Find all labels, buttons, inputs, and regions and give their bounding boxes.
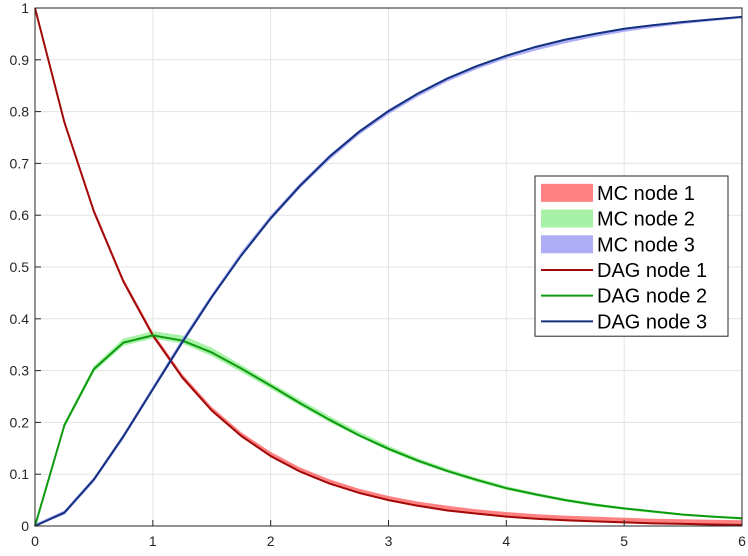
y-tick-label: 0.9: [10, 52, 30, 68]
legend: MC node 1 MC node 2 MC node 3 DAG node 1 DAG…: [534, 175, 729, 337]
x-tick-label: 1: [149, 533, 157, 549]
x-tick-label: 0: [31, 533, 39, 549]
y-tick-label: 0.3: [10, 363, 30, 379]
line-dag-node-3: [34, 15, 743, 527]
x-tick-label: 6: [738, 533, 746, 549]
y-tick-label: 0.6: [10, 207, 30, 223]
y-tick-label: 0: [21, 518, 29, 534]
line-dag-node-2: [34, 334, 743, 527]
legend-label: DAG node 2: [597, 286, 707, 308]
legend-swatch: [541, 209, 593, 228]
y-tick-label: 0.1: [10, 466, 30, 482]
x-tick-label: 5: [620, 533, 628, 549]
legend-label: DAG node 3: [597, 311, 707, 333]
legend-label: MC node 1: [597, 183, 695, 205]
legend-label: DAG node 1: [597, 260, 707, 282]
y-tick-label: 0.8: [10, 104, 30, 120]
y-tick-label: 1: [21, 0, 29, 16]
legend-box: [534, 175, 729, 337]
y-tick-label: 0.4: [10, 311, 30, 327]
legend-label: MC node 3: [597, 234, 695, 256]
axis-ticks: 0 1 2 3 4 5 6 0 0.1 0.2 0.3 0.4 0.5 0.6 0.7 0.8 0.9 1: [10, 0, 747, 549]
legend-swatch: [541, 235, 593, 254]
y-tick-label: 0.2: [10, 414, 30, 430]
legend-swatch: [541, 183, 593, 202]
x-tick-label: 3: [385, 533, 393, 549]
y-tick-label: 0.5: [10, 259, 30, 275]
x-tick-label: 4: [502, 533, 510, 549]
x-tick-label: 2: [267, 533, 275, 549]
legend-label: MC node 2: [597, 209, 695, 231]
y-tick-label: 0.7: [10, 155, 30, 171]
